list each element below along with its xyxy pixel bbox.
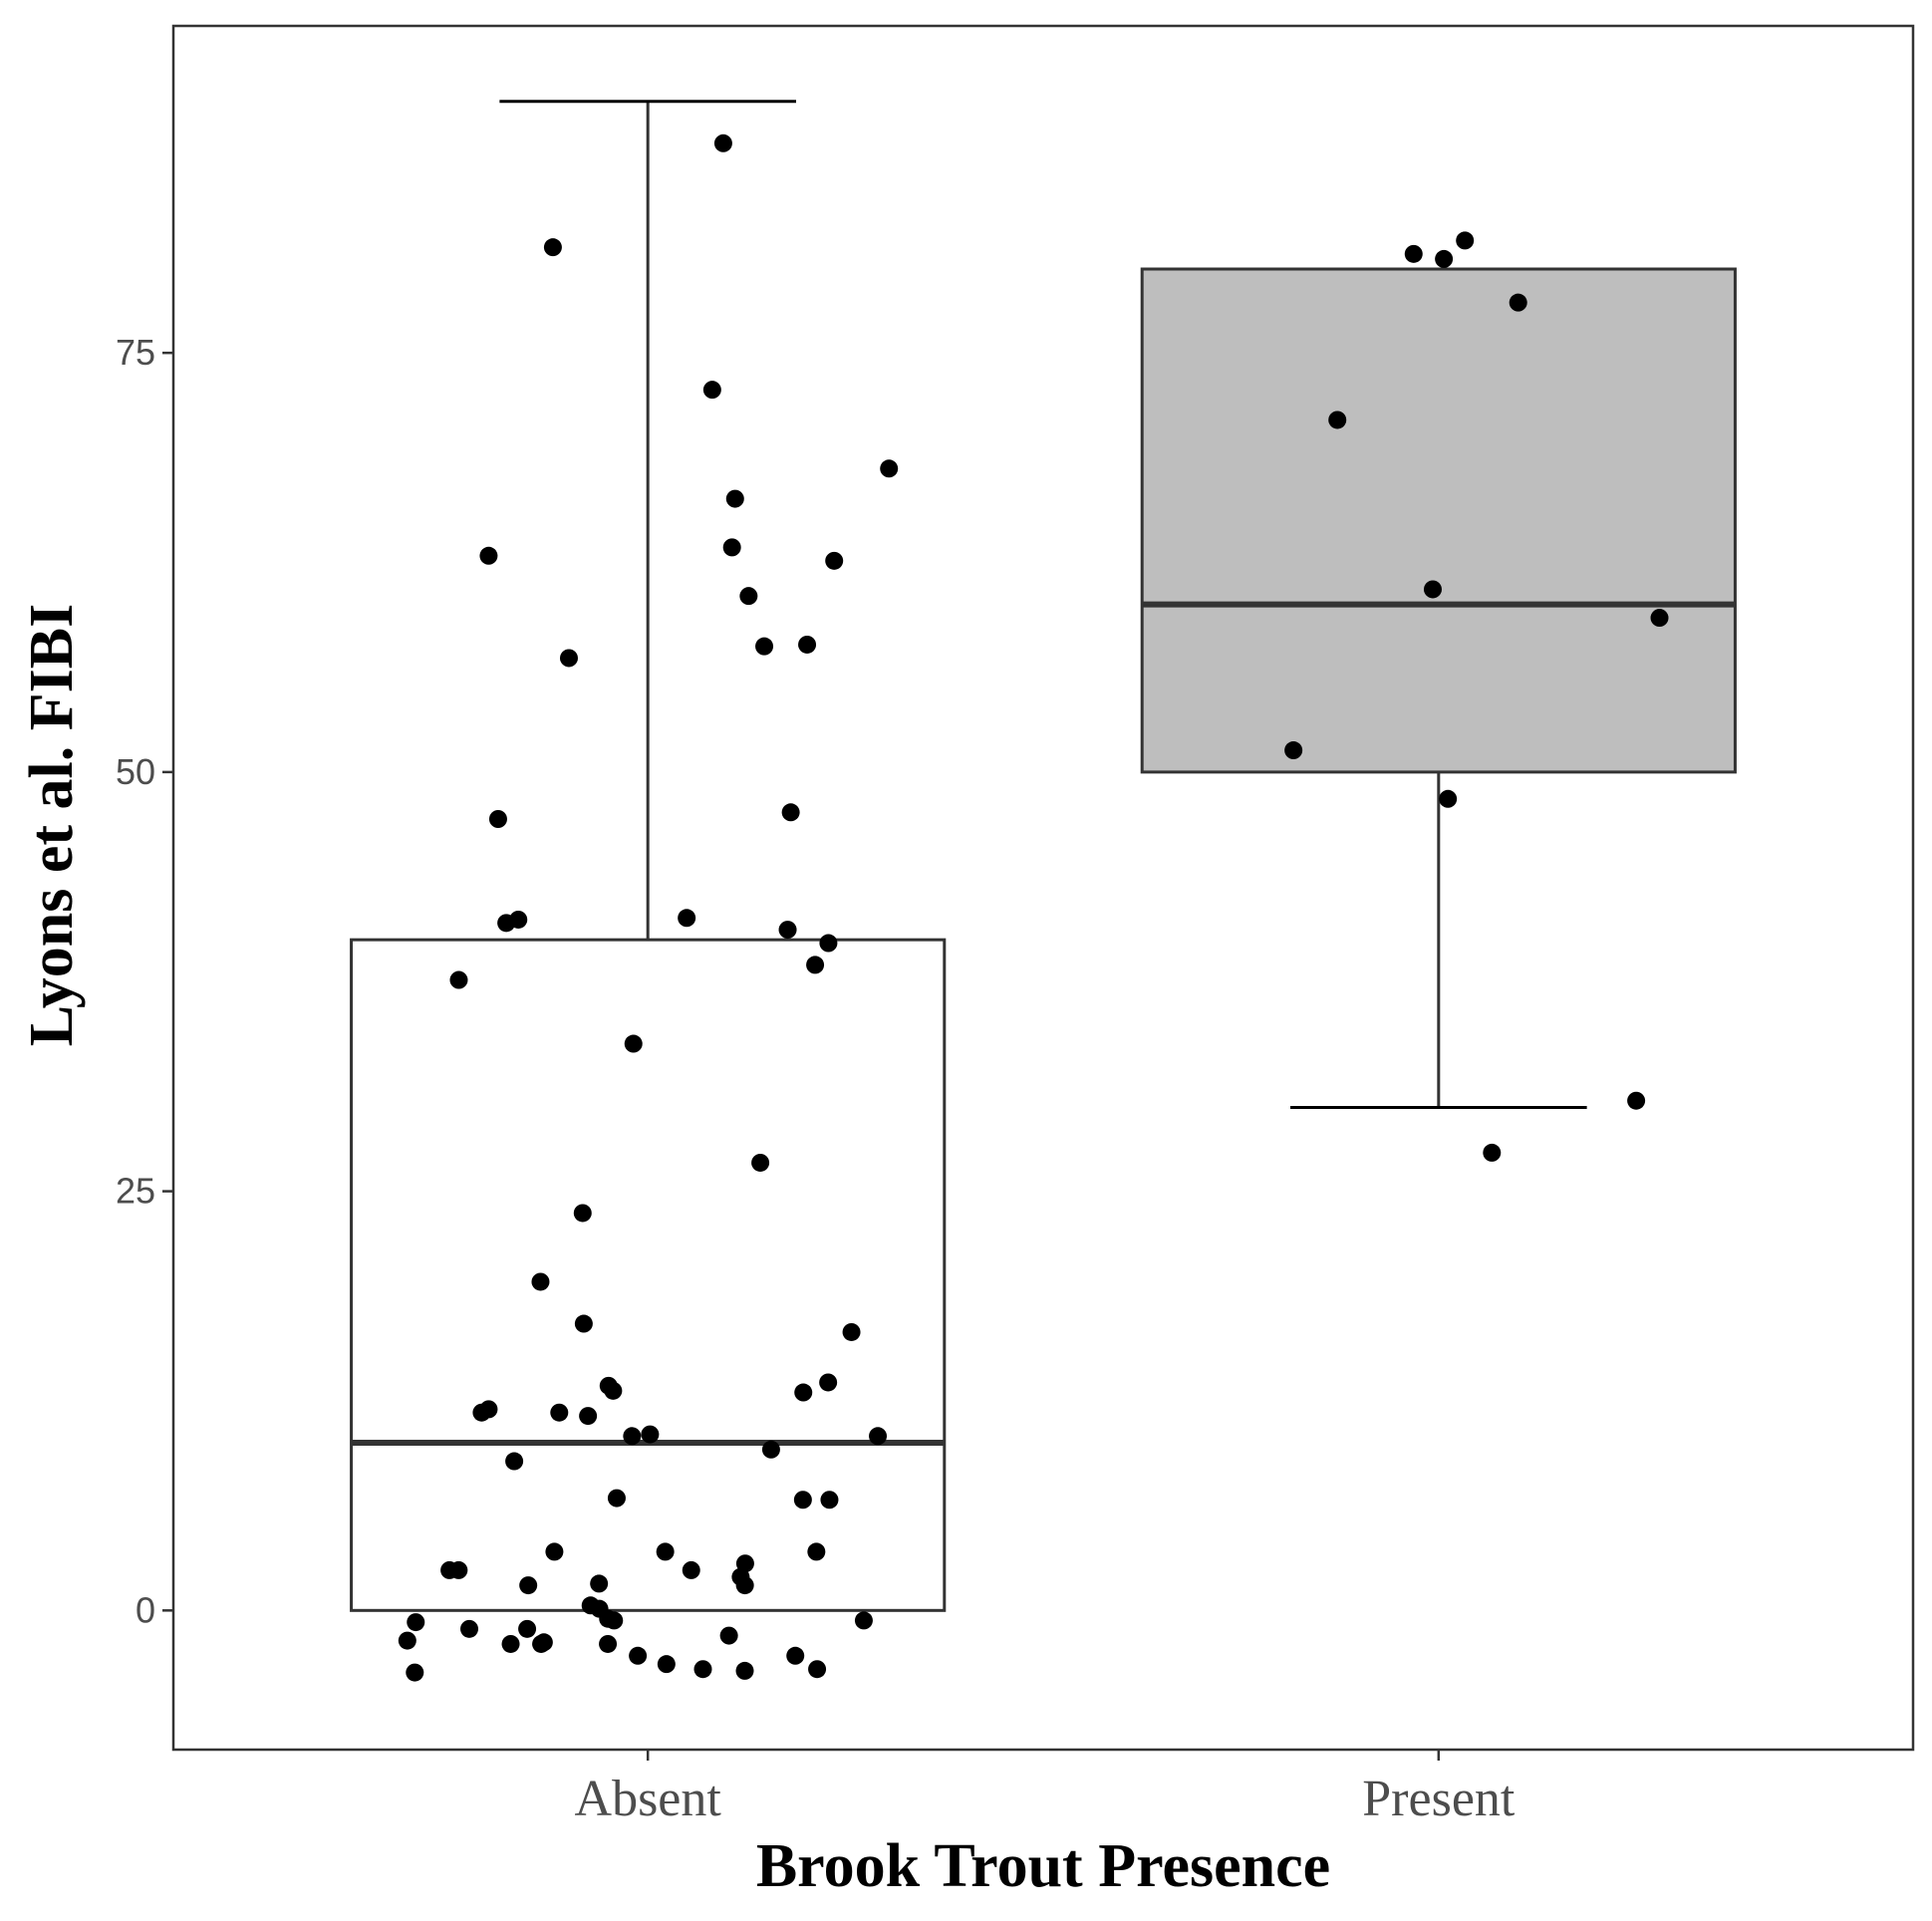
data-point — [629, 1646, 648, 1665]
data-point — [1404, 244, 1423, 263]
data-points — [398, 134, 1669, 1682]
data-point — [781, 803, 800, 822]
data-point — [505, 1452, 524, 1471]
y-tick-label: 0 — [136, 1589, 155, 1630]
data-point — [786, 1646, 805, 1665]
data-point — [656, 1542, 675, 1561]
boxes — [350, 100, 1737, 1612]
data-point — [1423, 580, 1442, 599]
data-point — [702, 381, 721, 400]
data-point — [407, 1613, 425, 1632]
data-point — [693, 1660, 712, 1679]
x-tick-label: Present — [1362, 1771, 1516, 1827]
data-point — [440, 1560, 459, 1579]
data-point — [579, 1407, 598, 1426]
data-point — [497, 914, 516, 933]
data-point — [599, 1634, 618, 1653]
data-point — [604, 1381, 623, 1400]
data-point — [543, 238, 562, 257]
data-point — [842, 1322, 861, 1341]
data-point — [820, 1491, 839, 1509]
data-point — [460, 1619, 479, 1638]
data-point — [719, 1626, 738, 1645]
data-point — [479, 546, 498, 565]
data-point — [574, 1314, 593, 1333]
data-point — [854, 1611, 873, 1630]
data-point — [449, 970, 468, 989]
data-point — [735, 1576, 754, 1595]
data-point — [806, 956, 825, 974]
data-point — [501, 1634, 520, 1653]
data-point — [1456, 231, 1475, 250]
box-iqr — [350, 938, 947, 1612]
data-point — [751, 1153, 770, 1172]
data-point — [678, 909, 696, 928]
data-point — [825, 551, 844, 570]
data-point — [1284, 741, 1303, 760]
data-point — [545, 1542, 564, 1561]
data-point — [880, 459, 899, 478]
y-tick-label: 25 — [116, 1171, 155, 1212]
data-point — [798, 635, 817, 654]
box-iqr — [1140, 267, 1737, 774]
data-point — [531, 1272, 550, 1291]
data-point — [573, 1204, 592, 1223]
data-point — [808, 1660, 827, 1679]
data-point — [793, 1491, 812, 1509]
data-point — [778, 921, 797, 940]
data-point — [518, 1619, 537, 1638]
data-point — [605, 1611, 624, 1630]
data-point — [398, 1631, 416, 1650]
box-absent — [350, 100, 947, 1612]
data-point — [559, 649, 578, 668]
data-point — [624, 1034, 643, 1053]
data-point — [532, 1634, 551, 1653]
data-point — [735, 1661, 754, 1680]
box-present — [1140, 267, 1737, 1109]
data-point — [1439, 789, 1458, 808]
data-point — [472, 1403, 491, 1422]
data-point — [519, 1576, 538, 1595]
data-point — [713, 134, 732, 152]
data-point — [1328, 411, 1347, 429]
y-tick-label: 50 — [116, 751, 155, 792]
data-point — [1435, 249, 1454, 268]
data-point — [1483, 1143, 1502, 1162]
data-point — [488, 810, 507, 829]
data-point — [869, 1427, 888, 1446]
data-point — [819, 1373, 838, 1392]
data-point — [406, 1663, 424, 1682]
data-point — [641, 1425, 660, 1444]
data-point — [1627, 1091, 1646, 1110]
y-axis: 0 25 50 75 — [116, 332, 173, 1630]
data-point — [755, 637, 774, 656]
data-point — [794, 1383, 813, 1402]
y-axis-title: Lyons et al. FIBI — [18, 604, 86, 1046]
x-axis: Absent Present — [575, 1750, 1516, 1827]
data-point — [725, 489, 744, 508]
data-point — [1509, 293, 1527, 312]
data-point — [819, 934, 838, 953]
data-point — [1650, 609, 1669, 628]
x-axis-title: Brook Trout Presence — [756, 1832, 1330, 1900]
y-tick-label: 75 — [116, 332, 155, 373]
data-point — [807, 1542, 826, 1561]
data-point — [739, 587, 758, 606]
data-point — [722, 538, 741, 557]
data-point — [682, 1560, 700, 1579]
data-point — [623, 1427, 642, 1446]
data-point — [590, 1574, 609, 1593]
data-point — [550, 1403, 569, 1422]
data-point — [761, 1440, 780, 1459]
data-point — [657, 1655, 676, 1674]
x-tick-label: Absent — [575, 1771, 722, 1827]
data-point — [607, 1489, 626, 1508]
